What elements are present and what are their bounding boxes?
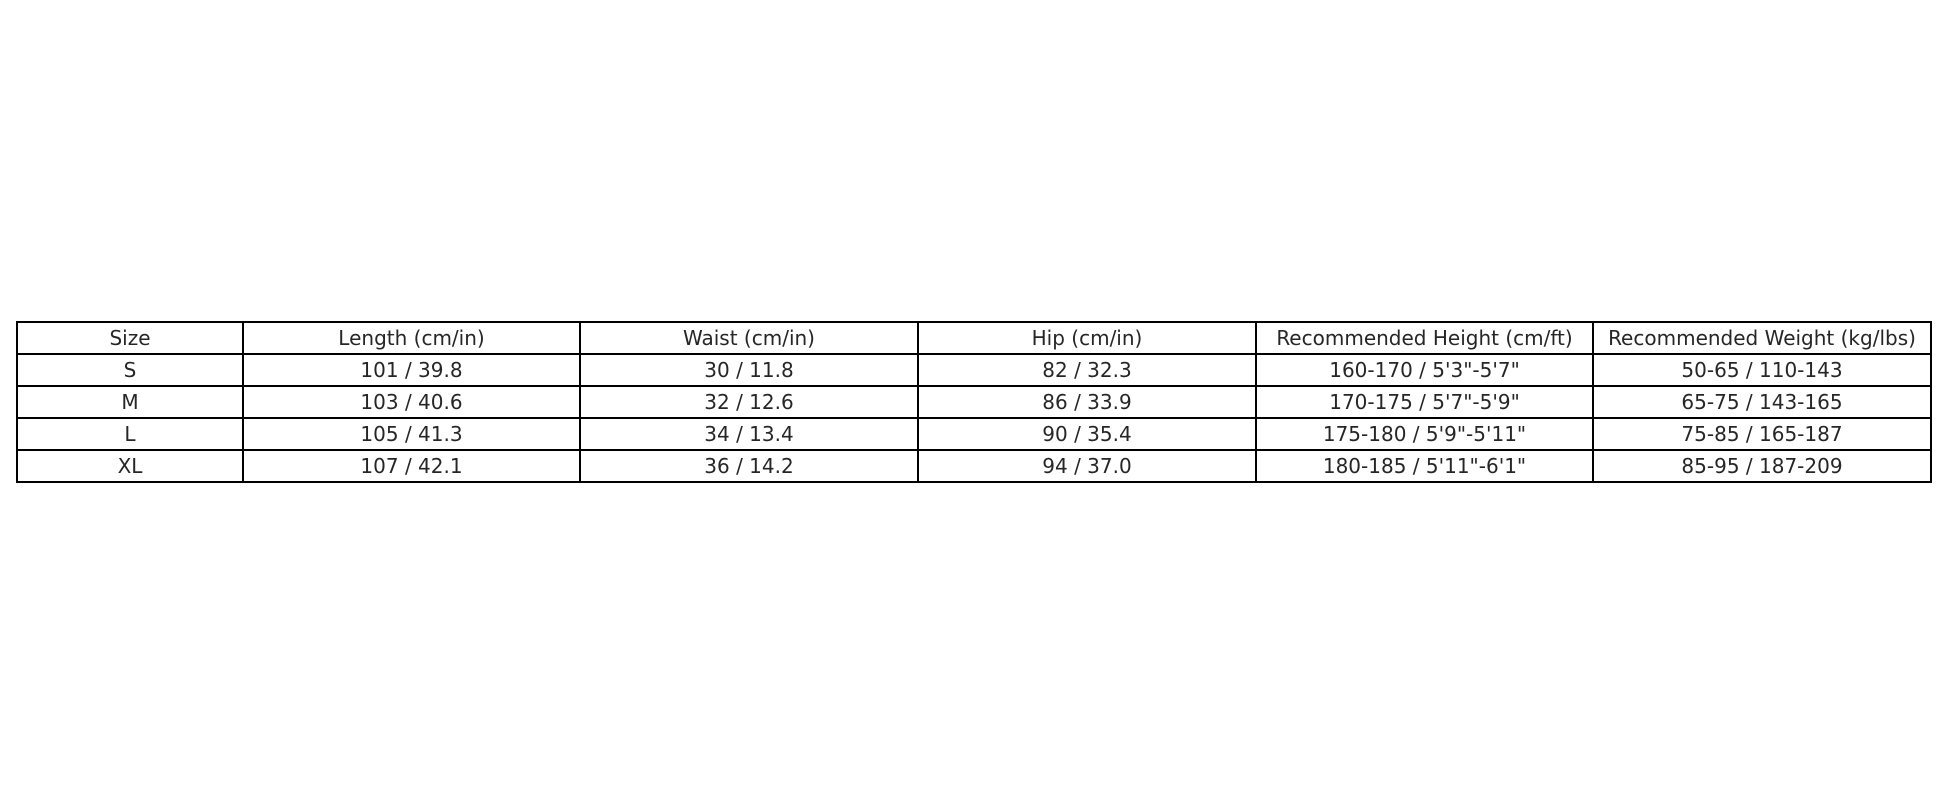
table-cell: 175-180 / 5'9"-5'11" xyxy=(1255,417,1594,451)
size-chart-table: Size Length (cm/in) Waist (cm/in) Hip (cm/i… xyxy=(16,321,1932,483)
table-cell: S xyxy=(16,353,244,387)
table-cell: 75-85 / 165-187 xyxy=(1592,417,1932,451)
column-header: Hip (cm/in) xyxy=(917,321,1257,355)
column-header: Waist (cm/in) xyxy=(579,321,919,355)
table-row: L 105 / 41.3 34 / 13.4 90 / 35.4 175-180 / 5… xyxy=(16,417,1932,451)
table-cell: 85-95 / 187-209 xyxy=(1592,449,1932,483)
table-cell: 32 / 12.6 xyxy=(579,385,919,419)
table-cell: 86 / 33.9 xyxy=(917,385,1257,419)
table-cell: 50-65 / 110-143 xyxy=(1592,353,1932,387)
column-header: Recommended Height (cm/ft) xyxy=(1255,321,1594,355)
table-cell: 105 / 41.3 xyxy=(242,417,581,451)
table-cell: 90 / 35.4 xyxy=(917,417,1257,451)
table-row: S 101 / 39.8 30 / 11.8 82 / 32.3 160-170 / 5… xyxy=(16,353,1932,387)
table-cell: 94 / 37.0 xyxy=(917,449,1257,483)
table-cell: 103 / 40.6 xyxy=(242,385,581,419)
column-header: Size xyxy=(16,321,244,355)
table-cell: 36 / 14.2 xyxy=(579,449,919,483)
table-cell: 107 / 42.1 xyxy=(242,449,581,483)
table-cell: 30 / 11.8 xyxy=(579,353,919,387)
header-row: Size Length (cm/in) Waist (cm/in) Hip (cm/i… xyxy=(16,321,1932,355)
table-row: M 103 / 40.6 32 / 12.6 86 / 33.9 170-175 / 5… xyxy=(16,385,1932,419)
table-cell: XL xyxy=(16,449,244,483)
table-cell: M xyxy=(16,385,244,419)
table-cell: L xyxy=(16,417,244,451)
table-cell: 160-170 / 5'3"-5'7" xyxy=(1255,353,1594,387)
table-cell: 34 / 13.4 xyxy=(579,417,919,451)
table-cell: 82 / 32.3 xyxy=(917,353,1257,387)
table-cell: 101 / 39.8 xyxy=(242,353,581,387)
column-header: Recommended Weight (kg/lbs) xyxy=(1592,321,1932,355)
table-cell: 65-75 / 143-165 xyxy=(1592,385,1932,419)
column-header: Length (cm/in) xyxy=(242,321,581,355)
table-cell: 170-175 / 5'7"-5'9" xyxy=(1255,385,1594,419)
table-row: XL 107 / 42.1 36 / 14.2 94 / 37.0 180-185 / … xyxy=(16,449,1932,483)
table-cell: 180-185 / 5'11"-6'1" xyxy=(1255,449,1594,483)
